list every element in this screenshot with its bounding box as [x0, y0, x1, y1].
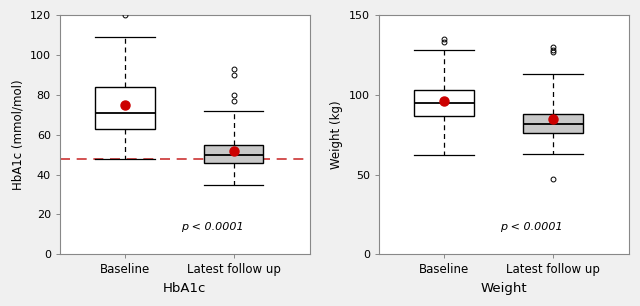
- Bar: [414, 90, 474, 116]
- Bar: [204, 145, 264, 162]
- Text: p < 0.0001: p < 0.0001: [180, 222, 243, 232]
- X-axis label: Weight: Weight: [481, 282, 527, 295]
- Bar: [95, 87, 155, 129]
- Y-axis label: HbA1c (mmol/mol): HbA1c (mmol/mol): [11, 79, 24, 190]
- Bar: [523, 114, 583, 133]
- Y-axis label: Weight (kg): Weight (kg): [330, 100, 344, 169]
- Text: p < 0.0001: p < 0.0001: [500, 222, 563, 232]
- X-axis label: HbA1c: HbA1c: [163, 282, 207, 295]
